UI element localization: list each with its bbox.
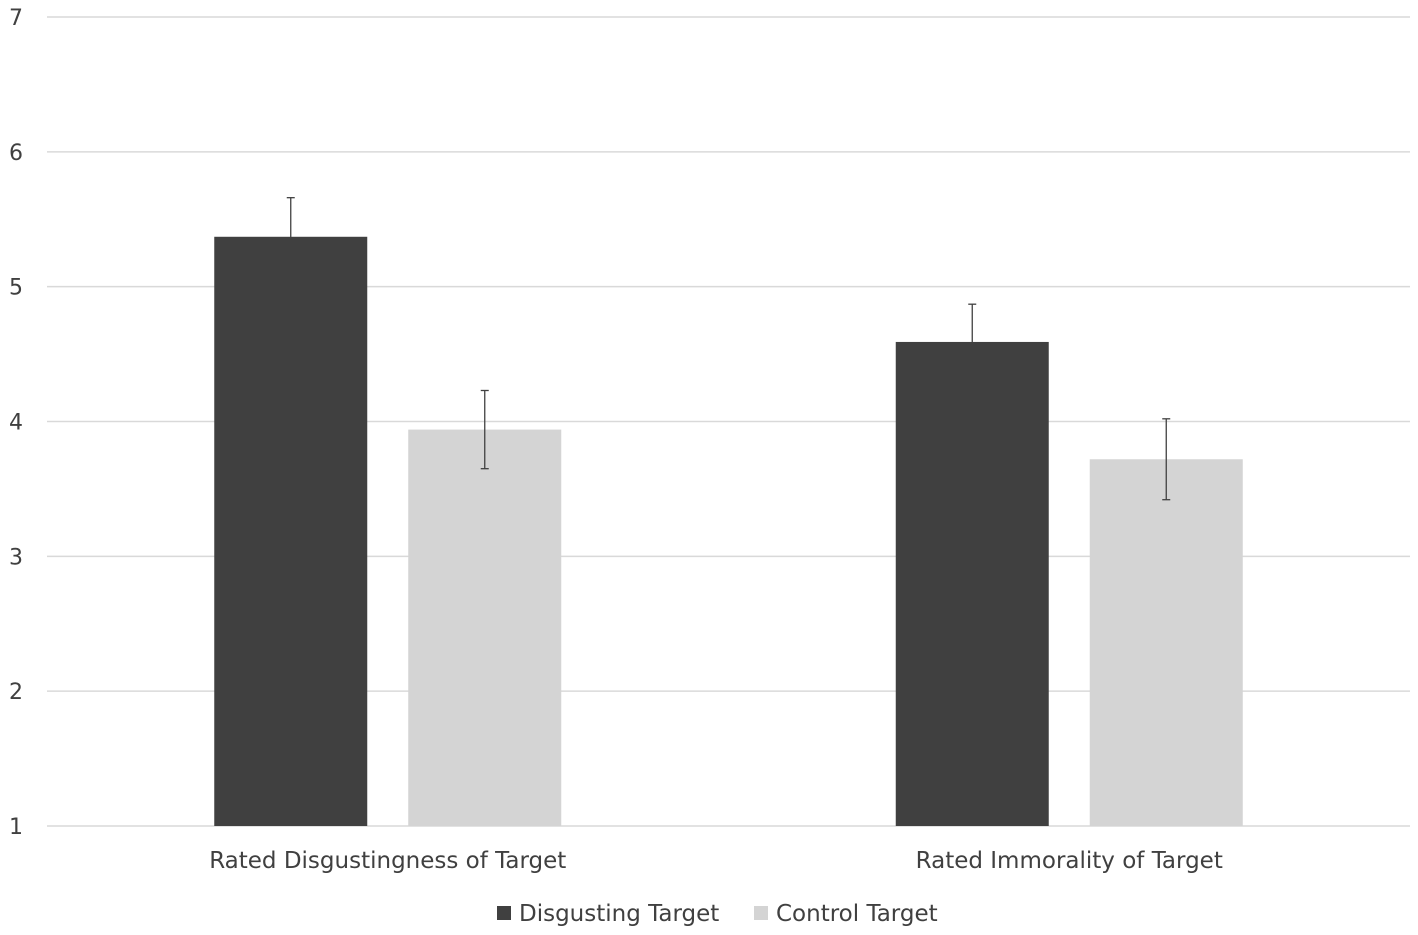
bar <box>214 236 368 827</box>
legend-swatch <box>497 906 511 920</box>
x-category-label: Rated Disgustingness of Target <box>209 848 566 874</box>
y-tick-label: 5 <box>9 276 23 301</box>
legend-swatch <box>754 906 768 920</box>
bar <box>408 429 562 826</box>
bars <box>214 236 1243 827</box>
x-category-label: Rated Immorality of Target <box>916 848 1223 874</box>
legend-label: Disgusting Target <box>519 901 719 927</box>
legend: Disgusting Target Control Target <box>497 901 938 927</box>
x-axis-category-labels: Rated Disgustingness of Target Rated Immo… <box>209 848 1223 874</box>
y-tick-label: 1 <box>9 815 23 840</box>
legend-label: Control Target <box>776 901 938 927</box>
bar <box>1089 459 1243 826</box>
y-tick-label: 7 <box>9 6 23 31</box>
y-tick-label: 3 <box>9 545 23 570</box>
y-tick-label: 6 <box>9 141 23 166</box>
bar <box>895 341 1049 826</box>
y-axis-tick-labels: 1 2 3 4 5 6 7 <box>9 6 23 840</box>
y-tick-label: 4 <box>9 411 23 436</box>
error-bars <box>286 197 1171 501</box>
y-tick-label: 2 <box>9 680 23 705</box>
